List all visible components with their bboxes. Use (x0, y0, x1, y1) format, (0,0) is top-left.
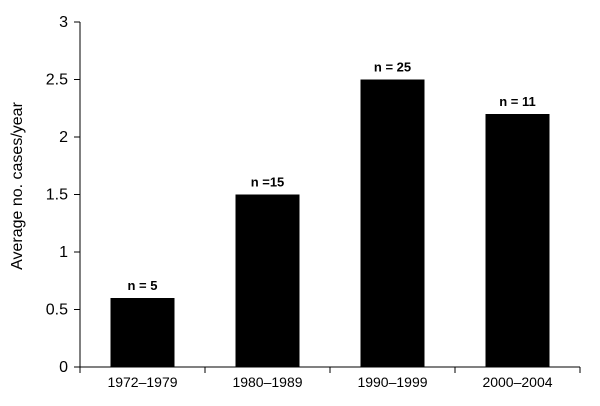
y-tick-label: 0.5 (46, 302, 68, 319)
y-tick-label: 2.5 (46, 72, 68, 89)
y-tick-label: 2 (59, 129, 68, 146)
bar-data-label: n =15 (251, 175, 285, 190)
bar (360, 79, 425, 367)
y-tick-label: 3 (59, 14, 68, 31)
bar-data-label: n = 5 (128, 278, 158, 293)
x-tick-label: 1972–1979 (107, 374, 177, 390)
x-tick-label: 2000–2004 (482, 374, 552, 390)
bars (110, 79, 550, 367)
y-tick-label: 1 (59, 244, 68, 261)
y-axis-ticks: 0 0.5 1 1.5 2 2.5 3 (46, 14, 80, 376)
bar-data-label: n = 11 (499, 94, 536, 109)
bar (235, 194, 300, 367)
x-tick-label: 1990–1999 (357, 374, 427, 390)
bar-data-label: n = 25 (374, 60, 411, 75)
bar (485, 114, 550, 367)
bar (110, 298, 175, 367)
x-tick-label: 1980–1989 (232, 374, 302, 390)
y-tick-label: 0 (59, 359, 68, 376)
data-labels: n = 5 n =15 n = 25 n = 11 (128, 60, 536, 294)
x-axis-ticks: 1972–1979 1980–1989 1990–1999 2000–2004 (79, 367, 581, 390)
y-axis-title: Average no. cases/year (9, 101, 26, 269)
y-tick-label: 1.5 (46, 187, 68, 204)
